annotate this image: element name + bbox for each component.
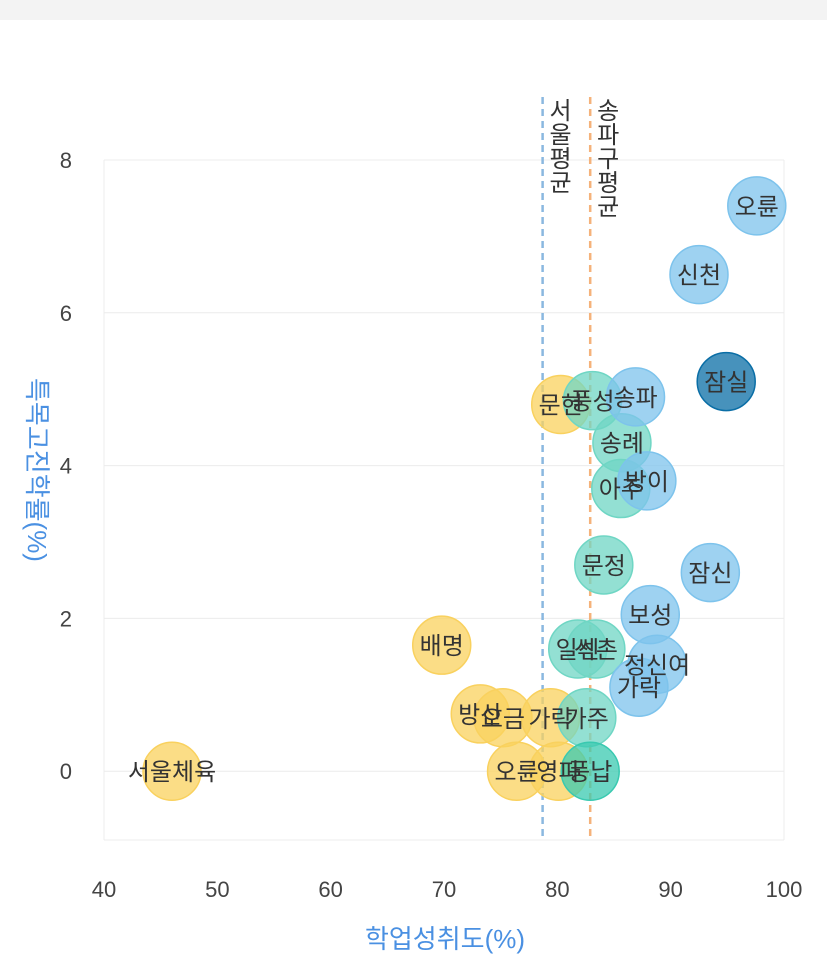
data-point[interactable]: [142, 741, 202, 801]
data-label: 송례: [600, 431, 644, 458]
data-point[interactable]: [574, 535, 634, 595]
point-labels: 서울체육배명방산오금오륜가락영파문현일신석촌가주풍납풍성문정송례아주송파방이보성…: [128, 194, 779, 786]
data-label: 오륜: [735, 194, 779, 221]
reference-line-label: 송파구평균: [592, 98, 619, 218]
data-label: 오금: [481, 706, 525, 733]
data-point[interactable]: [605, 367, 666, 427]
data-label: 배명: [420, 633, 464, 660]
data-label: 잠실: [704, 370, 748, 397]
data-point[interactable]: [669, 244, 729, 305]
data-label: 문정: [582, 553, 626, 580]
data-label: 오륜: [494, 759, 538, 786]
data-point[interactable]: [560, 741, 620, 801]
data-label: 송파: [613, 385, 657, 412]
tick-labels: 0 2 4 6 8 40 50 60 70 80 90 100: [60, 148, 803, 902]
data-label: 아주: [599, 477, 643, 504]
y-tick-label: 2: [60, 606, 72, 631]
data-point[interactable]: [696, 351, 756, 412]
data-point[interactable]: [627, 634, 687, 695]
y-tick-label: 4: [60, 454, 72, 479]
data-label: 문현: [539, 392, 583, 419]
data-label: 잠신: [688, 561, 732, 588]
data-label: 가락: [528, 706, 572, 733]
y-tick-label: 6: [60, 301, 72, 326]
data-label: 서울체육: [128, 759, 216, 786]
data-point[interactable]: [566, 619, 626, 679]
x-tick-label: 80: [545, 877, 569, 902]
data-label: 신천: [677, 263, 721, 290]
data-point[interactable]: [411, 615, 472, 675]
reference-line-label: 서울평균: [544, 98, 571, 194]
x-tick-label: 90: [658, 877, 682, 902]
reference-lines: 서울평균 송파구평균: [541, 97, 619, 840]
data-label: 방이: [625, 469, 669, 496]
x-tick-label: 50: [205, 877, 229, 902]
data-label: 풍납: [568, 759, 612, 786]
y-tick-label: 8: [60, 148, 72, 173]
data-label: 보성: [628, 603, 672, 630]
data-label: 석촌: [574, 637, 618, 664]
x-tick-label: 60: [318, 877, 342, 902]
data-label: 영파: [536, 759, 580, 786]
x-axis-title: 학업성취도(%): [365, 924, 525, 954]
data-label: 방산: [458, 702, 502, 729]
x-tick-label: 40: [92, 877, 116, 902]
top-bar: [0, 0, 827, 20]
data-label: 가락: [617, 675, 661, 702]
data-point[interactable]: [617, 451, 677, 511]
data-label: 정신여: [624, 652, 690, 679]
data-label: 풍성: [570, 389, 614, 416]
x-tick-label: 70: [432, 877, 456, 902]
x-tick-label: 100: [766, 877, 803, 902]
data-point[interactable]: [727, 176, 787, 236]
data-label: 일신: [556, 637, 600, 664]
y-tick-label: 0: [60, 759, 72, 784]
data-label: 가주: [565, 706, 609, 733]
data-points: [142, 176, 787, 801]
y-axis-title: 특목고진학률(%): [22, 378, 52, 562]
data-point[interactable]: [680, 542, 741, 603]
